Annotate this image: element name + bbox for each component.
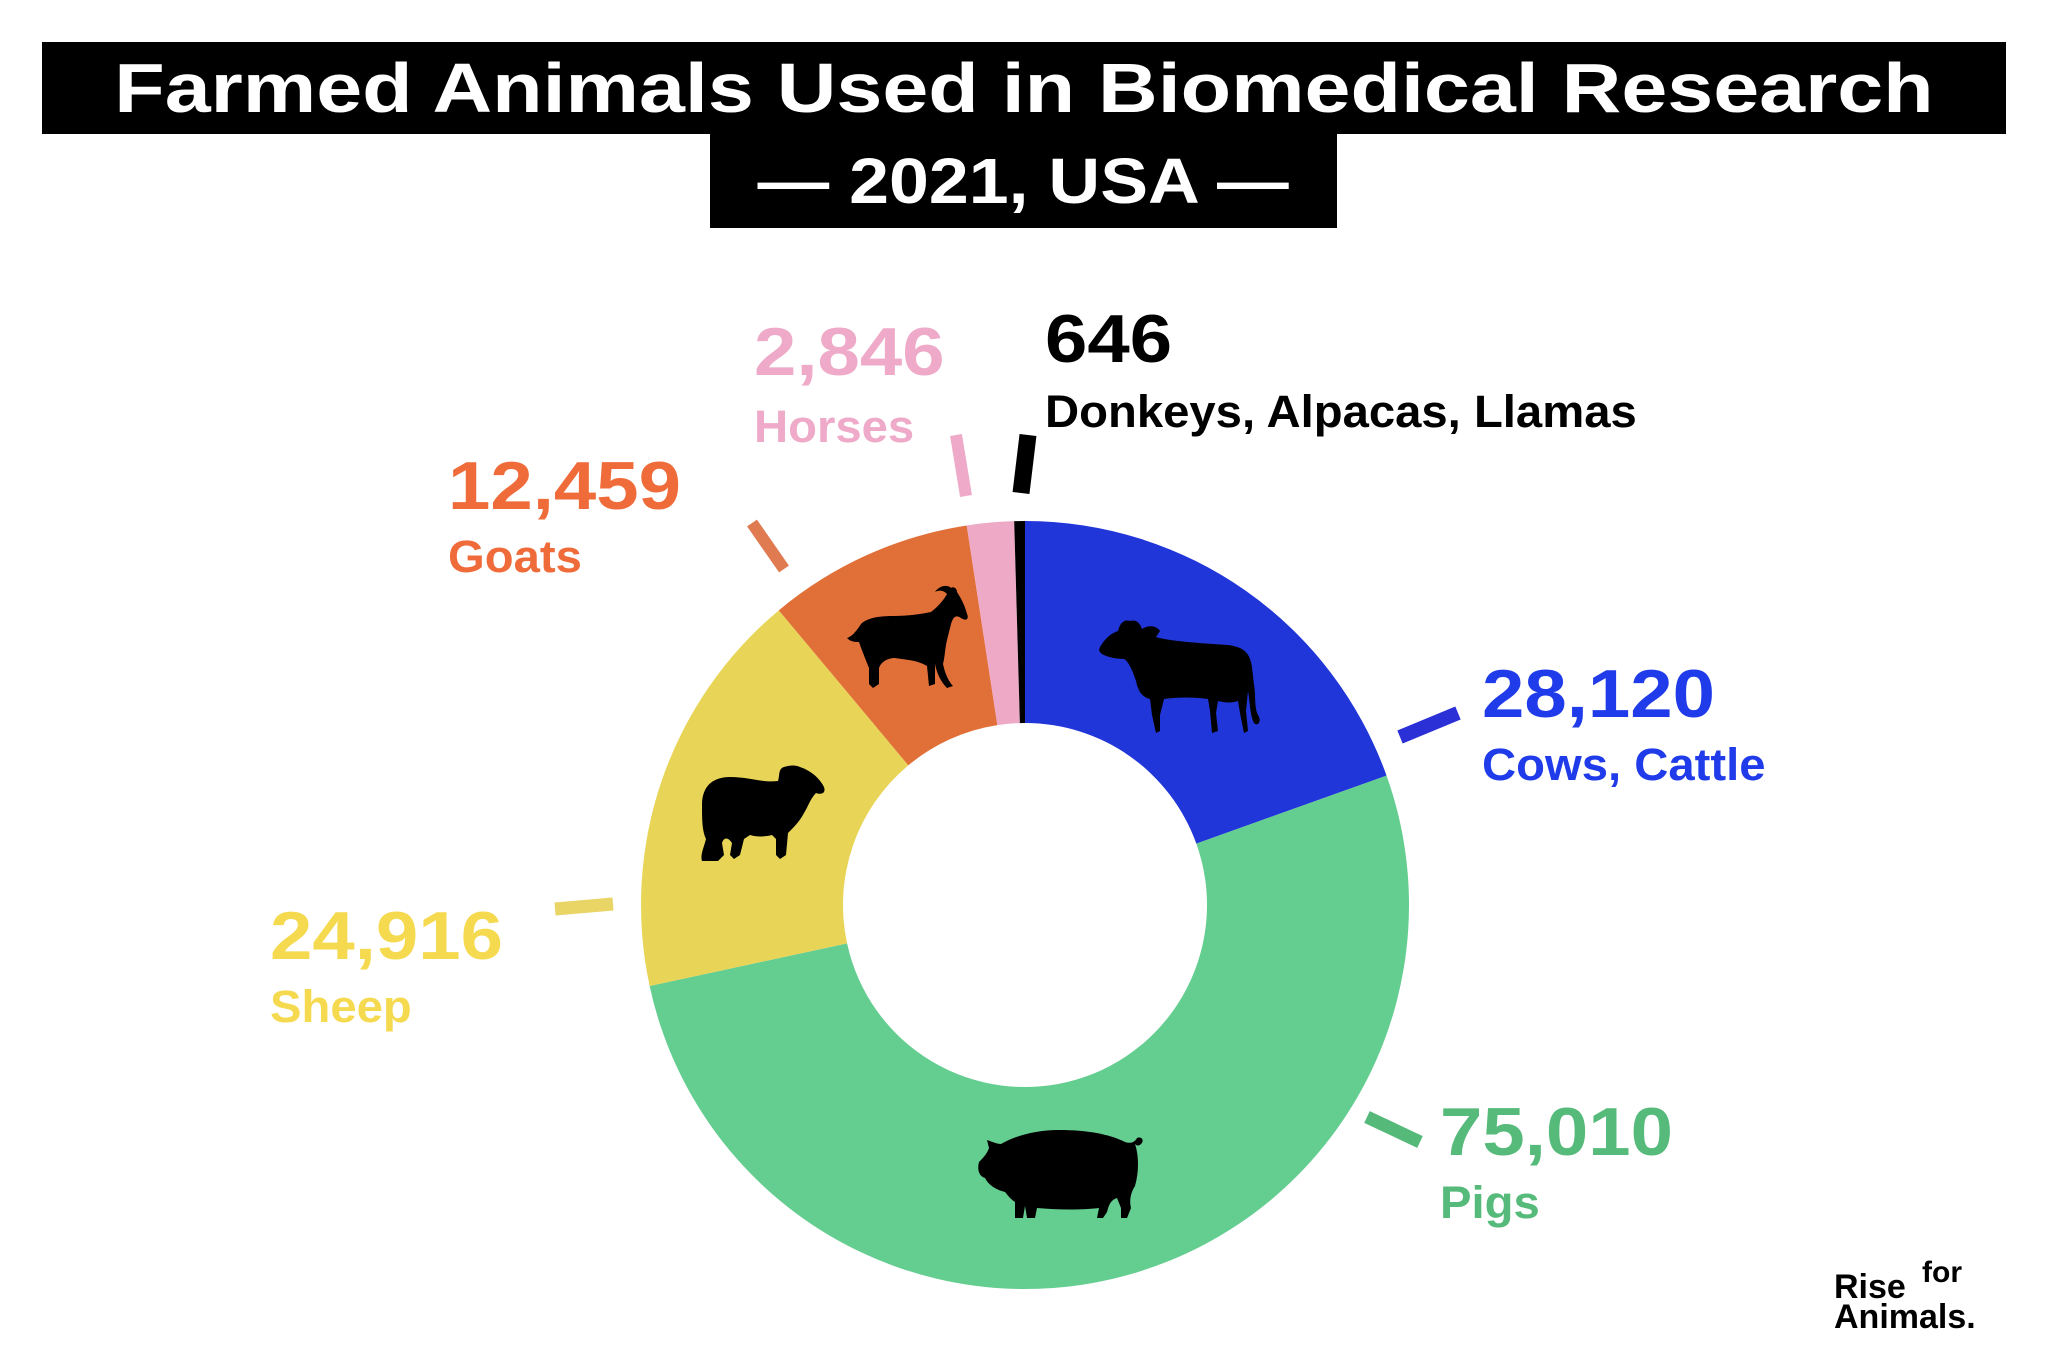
chart-subtitle: — 2021, USA — <box>757 144 1290 217</box>
slice-pigs <box>649 775 1409 1290</box>
value-pigs: 75,010 <box>1440 1094 1673 1170</box>
tick-sheep <box>554 897 614 916</box>
logo-animals: Animals. <box>1834 1298 1976 1336</box>
value-cows: 28,120 <box>1482 656 1715 732</box>
chart-title: Farmed Animals Used in Biomedical Resear… <box>114 49 1934 127</box>
name-sheep: Sheep <box>270 981 412 1032</box>
goat-icon <box>847 585 968 688</box>
label-sheep: 24,916 Sheep <box>270 902 503 1029</box>
name-horses: Horses <box>754 401 915 452</box>
label-donkeys: 646 Donkeys, Alpacas, Llamas <box>1045 305 1637 434</box>
tick-donkeys <box>1012 433 1037 495</box>
logo-for: for <box>1922 1256 1962 1289</box>
pig-icon <box>978 1130 1143 1218</box>
cow-icon <box>1099 620 1260 733</box>
logo-rise: Rise <box>1834 1268 1906 1306</box>
name-donkeys: Donkeys, Alpacas, Llamas <box>1045 386 1637 437</box>
value-goats: 12,459 <box>448 448 681 524</box>
sheep-icon <box>701 765 825 861</box>
label-pigs: 75,010 Pigs <box>1440 1098 1673 1225</box>
tick-pigs <box>1364 1111 1423 1148</box>
label-horses: 2,846 Horses <box>754 318 945 449</box>
name-cows: Cows, Cattle <box>1482 739 1766 790</box>
name-pigs: Pigs <box>1440 1177 1540 1228</box>
tick-horses <box>950 434 972 497</box>
subtitle-bar: — 2021, USA — <box>710 133 1337 228</box>
label-cows: 28,120 Cows, Cattle <box>1482 660 1766 787</box>
title-bar: Farmed Animals Used in Biomedical Resear… <box>42 42 2006 134</box>
tick-cows <box>1397 706 1461 744</box>
name-goats: Goats <box>448 531 582 582</box>
label-goats: 12,459 Goats <box>448 452 681 579</box>
tick-marks <box>554 433 1461 1148</box>
slice-donkeys-alpacas-llamas <box>1014 521 1025 724</box>
value-donkeys: 646 <box>1045 301 1173 377</box>
value-horses: 2,846 <box>754 314 945 390</box>
tick-goats <box>747 519 789 573</box>
slice-horses <box>966 521 1020 726</box>
value-sheep: 24,916 <box>270 898 503 974</box>
